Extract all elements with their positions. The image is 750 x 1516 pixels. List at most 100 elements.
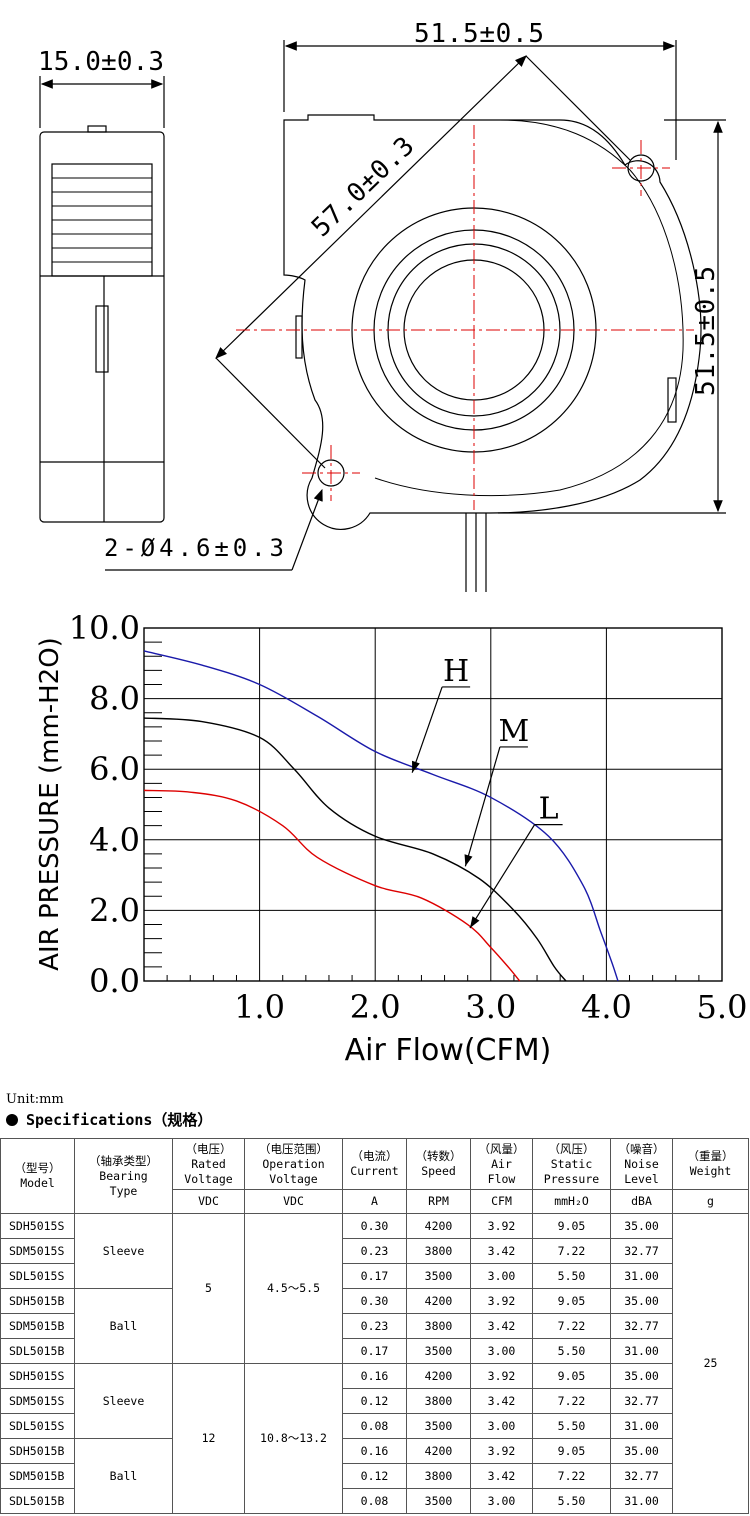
cell-current: 0.30 <box>342 1213 407 1239</box>
unit-static-pressure: mmH₂O <box>532 1189 611 1214</box>
cell-noise: 32.77 <box>610 1388 673 1414</box>
cell-current: 0.16 <box>342 1363 407 1389</box>
x-tick-label: 4.0 <box>581 988 632 1026</box>
cell-rated-voltage: 5 <box>172 1213 245 1364</box>
cell-noise: 31.00 <box>610 1263 673 1289</box>
cell-air-flow: 3.42 <box>470 1313 533 1339</box>
centerlines <box>236 125 694 510</box>
chart-x-axis-label: Air Flow(CFM) <box>345 1033 552 1068</box>
cell-air-flow: 3.00 <box>470 1338 533 1364</box>
x-tick-label: 3.0 <box>465 988 516 1026</box>
cell-noise: 35.00 <box>610 1438 673 1464</box>
series-label-h: H <box>443 654 469 689</box>
chart-grid <box>143 627 723 982</box>
cell-static-pressure: 5.50 <box>532 1413 611 1439</box>
cell-speed: 3500 <box>406 1488 471 1514</box>
cell-operation-voltage: 10.8～13.2 <box>244 1363 343 1514</box>
y-tick-label: 8.0 <box>89 680 140 718</box>
series-line-m <box>143 717 567 982</box>
table-row: SDM5015B 0.12 3800 3.42 7.22 32.77 <box>0 1463 749 1489</box>
y-tick-label: 10.0 <box>69 609 140 647</box>
label-arrowhead <box>469 916 480 929</box>
cell-model: SDM5015B <box>0 1313 75 1339</box>
x-tick-label: 1.0 <box>234 988 285 1026</box>
unit-current: A <box>342 1189 407 1214</box>
cell-static-pressure: 9.05 <box>532 1438 611 1464</box>
dim-diagonal-label: 57.0±0.3 <box>306 131 420 243</box>
cell-noise: 31.00 <box>610 1488 673 1514</box>
cell-current: 0.23 <box>342 1313 407 1339</box>
header-air-flow: （风量） Air Flow <box>470 1138 533 1190</box>
cell-current: 0.23 <box>342 1238 407 1264</box>
cell-rated-voltage: 12 <box>172 1363 245 1514</box>
cell-speed: 4200 <box>406 1213 471 1239</box>
cell-operation-voltage: 4.5～5.5 <box>244 1213 343 1364</box>
cell-air-flow: 3.92 <box>470 1363 533 1389</box>
table-row: SDM5015S 0.12 3800 3.42 7.22 32.77 <box>0 1388 749 1414</box>
cell-model: SDM5015B <box>0 1463 75 1489</box>
side-view <box>39 76 165 523</box>
cell-static-pressure: 7.22 <box>532 1463 611 1489</box>
y-tick-label: 0.0 <box>89 962 140 1000</box>
cell-model: SDH5015B <box>0 1438 75 1464</box>
cell-static-pressure: 9.05 <box>532 1363 611 1389</box>
fan-technical-drawing: 15.0±0.3 <box>38 19 726 592</box>
cell-noise: 35.00 <box>610 1363 673 1389</box>
header-noise: （噪音） Noise Level <box>610 1138 673 1190</box>
cell-static-pressure: 5.50 <box>532 1338 611 1364</box>
series-line-l <box>143 789 521 982</box>
unit-speed: RPM <box>406 1189 471 1214</box>
chart-ticks <box>144 641 700 981</box>
spec-table: （型号） Model （轴承类型） Bearing Type （电压） Rated Vol… <box>0 1138 749 1514</box>
cell-model: SDH5015B <box>0 1288 75 1314</box>
cell-air-flow: 3.00 <box>470 1263 533 1289</box>
y-tick-label: 6.0 <box>89 750 140 788</box>
cell-air-flow: 3.42 <box>470 1388 533 1414</box>
dim-thickness-label: 15.0±0.3 <box>38 47 164 77</box>
cell-current: 0.08 <box>342 1488 407 1514</box>
cell-static-pressure: 7.22 <box>532 1388 611 1414</box>
header-model: （型号） Model <box>0 1138 75 1214</box>
cell-static-pressure: 7.22 <box>532 1238 611 1264</box>
cell-speed: 3800 <box>406 1388 471 1414</box>
cell-current: 0.12 <box>342 1463 407 1489</box>
cell-static-pressure: 5.50 <box>532 1488 611 1514</box>
cell-current: 0.17 <box>342 1263 407 1289</box>
cell-current: 0.08 <box>342 1413 407 1439</box>
cell-noise: 35.00 <box>610 1213 673 1239</box>
spec-title-text: Specifications（规格） <box>26 1111 213 1129</box>
table-row: SDL5015B 0.08 3500 3.00 5.50 31.00 <box>0 1488 749 1514</box>
cell-bearing: Ball <box>74 1438 173 1514</box>
header-rated-voltage: （电压） Rated Voltage <box>172 1138 245 1190</box>
cell-model: SDM5015S <box>0 1238 75 1264</box>
y-tick-label: 2.0 <box>89 891 140 929</box>
cell-bearing: Ball <box>74 1288 173 1364</box>
series-label-m: M <box>499 714 530 749</box>
cell-noise: 32.77 <box>610 1238 673 1264</box>
cell-model: SDL5015B <box>0 1488 75 1514</box>
y-tick-label: 4.0 <box>89 821 140 859</box>
dim-holes-label: 2-Ø4.6±0.3 <box>104 534 284 562</box>
cell-speed: 3800 <box>406 1238 471 1264</box>
cell-speed: 3500 <box>406 1263 471 1289</box>
cell-model: SDM5015S <box>0 1388 75 1414</box>
label-leader-line <box>469 824 536 929</box>
label-leader-line <box>411 686 443 773</box>
table-row: SDH5015S Sleeve 12 10.8～13.2 0.16 4200 3.92 9.0… <box>0 1363 749 1514</box>
cell-current: 0.12 <box>342 1388 407 1414</box>
cell-current: 0.30 <box>342 1288 407 1314</box>
chart-series <box>143 650 619 982</box>
x-tick-label: 2.0 <box>350 988 401 1026</box>
header-static-pressure: （风压） Static Pressure <box>532 1138 611 1190</box>
pq-chart: 1.0 2.0 3.0 4.0 5.0 0.0 2.0 4.0 6.0 8.0 10.0 HM L A… <box>35 609 747 1068</box>
series-label-l: L <box>539 792 559 827</box>
cell-noise: 35.00 <box>610 1288 673 1314</box>
series-line-h <box>143 650 619 982</box>
spec-title: Specifications（规格） <box>6 1109 212 1130</box>
cell-air-flow: 3.42 <box>470 1238 533 1264</box>
cell-speed: 4200 <box>406 1438 471 1464</box>
unit-rated-voltage: VDC <box>172 1189 245 1214</box>
cell-air-flow: 3.00 <box>470 1488 533 1514</box>
unit-label: Unit:mm <box>6 1092 64 1107</box>
table-row: SDH5015B Ball 0.16 4200 3.92 9.05 35.00 <box>0 1438 749 1514</box>
